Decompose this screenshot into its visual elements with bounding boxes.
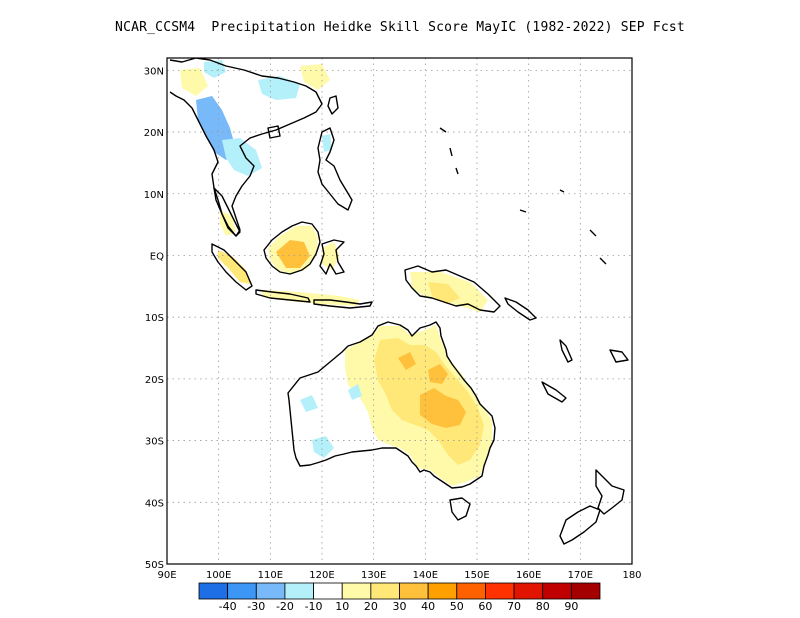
coast-mainland-asia [169,58,323,237]
coast-tasmania [449,497,471,521]
colorbar-label: 90 [564,600,578,613]
colorbar-swatch [198,582,229,600]
lat-tick-label: 30S [145,437,164,448]
colorbar-label: 10 [335,600,349,613]
skill-neg-china [204,60,226,78]
coast-philippines [317,127,353,211]
skill-neg-philippines [322,134,332,152]
colorbar-swatch [341,582,372,600]
colorbar-label: 50 [450,600,464,613]
latitude-tick-labels: 30N 20N 10N EQ 10S 20S 30S 40S 50S [144,66,164,571]
skill-30-borneo [276,240,310,268]
lat-tick-label: 20S [145,375,164,386]
map-title: NCAR_CCSM4 Precipitation Heidke Skill Sc… [115,20,685,35]
skill-30-australia-3 [398,352,416,370]
coast-newzealand-south [559,505,601,545]
lon-tick-label: 160E [516,570,541,581]
colorbar-label: -30 [247,600,265,613]
lon-tick-label: 130E [361,570,386,581]
coast-java [255,289,311,303]
colorbar-swatch [485,582,515,600]
lon-tick-label: 140E [413,570,438,581]
lon-tick-label: 90E [157,570,176,581]
skill-neg-china-2 [258,76,300,100]
coastlines [169,58,629,545]
skill-neg-indochina-2 [222,138,262,176]
colorbar-labels: -40 -30 -20 -10 10 20 30 40 50 60 70 80 90 [219,600,579,613]
colorbar-label: 80 [536,600,550,613]
skill-neg-west-australia [312,436,334,458]
colorbar [198,582,601,600]
coast-sumatra [211,243,253,291]
lat-tick-label: EQ [150,251,164,262]
skill-20-newguinea [428,282,460,304]
colorbar-swatch [456,582,486,600]
coast-hainan [267,125,281,139]
lon-tick-label: 110E [258,570,283,581]
colorbar-swatch [370,582,400,600]
lon-tick-label: 170E [568,570,593,581]
skill-10-china [180,68,208,96]
coast-taiwan [327,95,339,115]
colorbar-swatch [313,582,343,600]
coast-newguinea [404,265,501,313]
coast-solomons [504,297,537,321]
lat-tick-label: 20N [144,128,164,139]
colorbar-label: -20 [276,600,294,613]
skill-10-sulawesi [322,242,340,270]
colorbar-label: 40 [421,600,435,613]
skill-neg-west-australia-3 [348,384,362,400]
coast-australia [287,321,496,489]
coast-newcaledonia [541,381,567,403]
coast-vanuatu-fiji [559,339,629,363]
colorbar-swatch [427,582,458,600]
gridlines [167,58,632,564]
colorbar-label: -40 [219,600,237,613]
coast-micronesia [439,127,607,265]
map-frame [166,57,633,565]
coast-newzealand-north [595,469,625,515]
lon-tick-label: 150E [464,570,489,581]
colorbar-swatch [570,582,601,600]
lat-tick-label: 40S [145,498,164,509]
skill-field [180,60,494,488]
lon-tick-label: 180 [622,570,641,581]
lat-tick-label: 50S [145,560,164,571]
coast-malaya [213,187,241,237]
coast-borneo [263,221,321,275]
colorbar-label: -10 [305,600,323,613]
lon-tick-label: 100E [206,570,231,581]
colorbar-label: 60 [478,600,492,613]
colorbar-swatch [255,582,286,600]
longitude-tick-labels: 90E 100E 110E 120E 130E 140E 150E 160E 170E 180 [157,570,641,581]
skill-30-australia [420,388,466,428]
lat-tick-label: 30N [144,66,164,77]
colorbar-label: 30 [393,600,407,613]
skill-neg-west-australia-2 [300,395,318,412]
colorbar-label: 20 [364,600,378,613]
colorbar-label: 70 [507,600,521,613]
lat-tick-label: 10N [144,190,164,201]
colorbar-swatch [542,582,572,600]
colorbar-swatch [399,582,429,600]
coast-sulawesi [319,239,345,275]
lon-tick-label: 120E [309,570,334,581]
lat-tick-label: 10S [145,313,164,324]
coast-lesser-sunda [313,299,373,309]
colorbar-swatch [227,582,257,600]
colorbar-swatch [284,582,314,600]
colorbar-swatch [513,582,544,600]
skill-20-sumatra [218,250,250,284]
